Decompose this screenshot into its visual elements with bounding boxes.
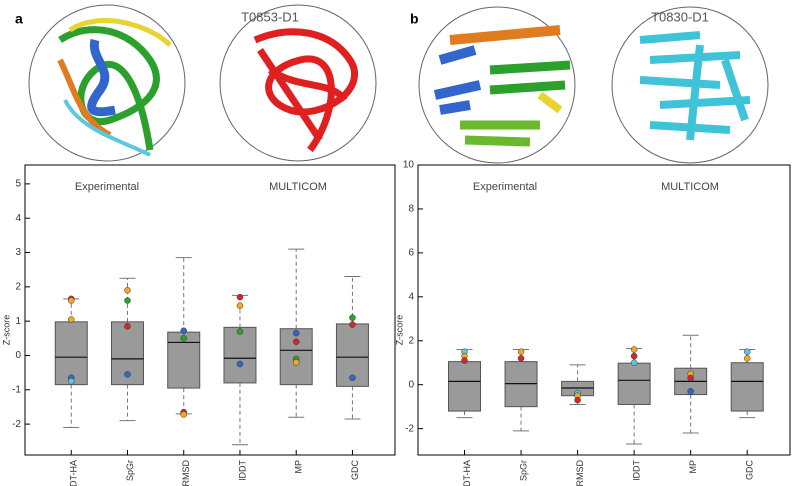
ribbon xyxy=(438,45,477,65)
model-point xyxy=(124,297,131,304)
x-tick-label: lDDT xyxy=(237,460,247,481)
model-point xyxy=(574,396,581,404)
ribbon xyxy=(253,28,359,153)
y-tick-label: -2 xyxy=(12,419,21,430)
y-tick-label: 8 xyxy=(408,204,414,215)
model-point xyxy=(292,338,300,345)
y-tick-label: 10 xyxy=(403,160,415,171)
box xyxy=(54,321,88,386)
box xyxy=(617,362,651,405)
model-point xyxy=(236,293,244,301)
box xyxy=(335,323,369,387)
model-point xyxy=(630,352,638,360)
ribbon xyxy=(68,18,172,47)
ribbon xyxy=(433,80,482,115)
chart-title: T0830-D1 xyxy=(651,9,709,24)
model-point xyxy=(687,374,694,382)
y-tick-label: 1 xyxy=(15,316,21,327)
ribbon xyxy=(57,58,112,138)
ribbon xyxy=(449,25,561,45)
legend-left: Experimental xyxy=(75,181,139,193)
x-tick-label: MP xyxy=(688,460,698,474)
ribbon xyxy=(489,60,571,95)
box xyxy=(223,326,257,384)
protein-images xyxy=(28,4,769,164)
ribbon xyxy=(58,26,160,151)
model-point xyxy=(124,287,131,294)
model-point xyxy=(180,411,187,418)
x-tick-label: GDC xyxy=(745,460,755,481)
x-tick-label: RMSD xyxy=(181,460,191,486)
x-tick-label: SpGr xyxy=(125,460,135,481)
model-point xyxy=(743,348,751,355)
model-point xyxy=(517,355,525,362)
x-tick-label: GDC xyxy=(350,460,360,481)
y-tick-label: -2 xyxy=(405,423,414,434)
ribbon xyxy=(639,31,751,141)
model-point xyxy=(124,323,131,330)
model-point xyxy=(180,327,187,335)
model-point xyxy=(630,359,638,366)
plot-frame xyxy=(24,164,396,456)
ribbon xyxy=(63,99,151,157)
y-tick-label: 6 xyxy=(408,248,414,259)
model-point xyxy=(292,359,300,366)
model-point xyxy=(68,377,75,385)
y-tick-label: 4 xyxy=(15,213,21,224)
model-point xyxy=(236,302,244,309)
model-point xyxy=(236,328,244,335)
ribbon xyxy=(460,120,540,147)
model-point xyxy=(349,374,356,382)
y-axis-label: Z-score xyxy=(394,315,404,346)
model-point xyxy=(68,316,75,323)
x-tick-label: SpGr xyxy=(518,460,528,481)
legend-right: MULTICOM xyxy=(269,181,327,193)
box xyxy=(448,361,481,412)
model-point xyxy=(292,329,300,337)
model-point xyxy=(236,360,244,368)
y-tick-label: 2 xyxy=(408,335,414,346)
model-point xyxy=(124,371,131,378)
model-point xyxy=(517,348,525,355)
ribbon xyxy=(537,91,563,114)
chart-title: T0853-D1 xyxy=(241,9,299,24)
x-tick-label: RMSD xyxy=(575,460,585,486)
model-point xyxy=(687,388,694,395)
box xyxy=(730,362,764,412)
x-tick-label: lDDT xyxy=(632,460,642,481)
legend-right: MULTICOM xyxy=(661,181,719,193)
y-tick-label: 0 xyxy=(15,350,21,361)
x-tick-label: MP xyxy=(294,460,304,474)
model-point xyxy=(349,321,356,328)
model-point xyxy=(630,346,638,353)
plot-frame xyxy=(417,164,791,456)
model-point xyxy=(349,314,356,321)
panel-label: b xyxy=(410,11,419,27)
ribbon xyxy=(87,38,116,117)
y-tick-label: -1 xyxy=(12,384,21,395)
model-point xyxy=(743,355,751,362)
model-point xyxy=(461,357,468,364)
y-tick-label: 3 xyxy=(15,247,21,258)
legend-left: Experimental xyxy=(473,181,537,193)
x-tick-label: GDT-HA xyxy=(69,460,79,486)
x-tick-label: GDT-HA xyxy=(462,460,472,486)
y-tick-label: 5 xyxy=(15,179,21,190)
model-point xyxy=(180,335,187,342)
model-point xyxy=(68,297,75,304)
y-tick-label: 4 xyxy=(408,291,414,302)
y-axis-label: Z-score xyxy=(1,315,11,346)
panel-label: a xyxy=(15,11,23,27)
y-tick-label: 0 xyxy=(408,379,414,390)
y-tick-label: 2 xyxy=(15,281,21,292)
